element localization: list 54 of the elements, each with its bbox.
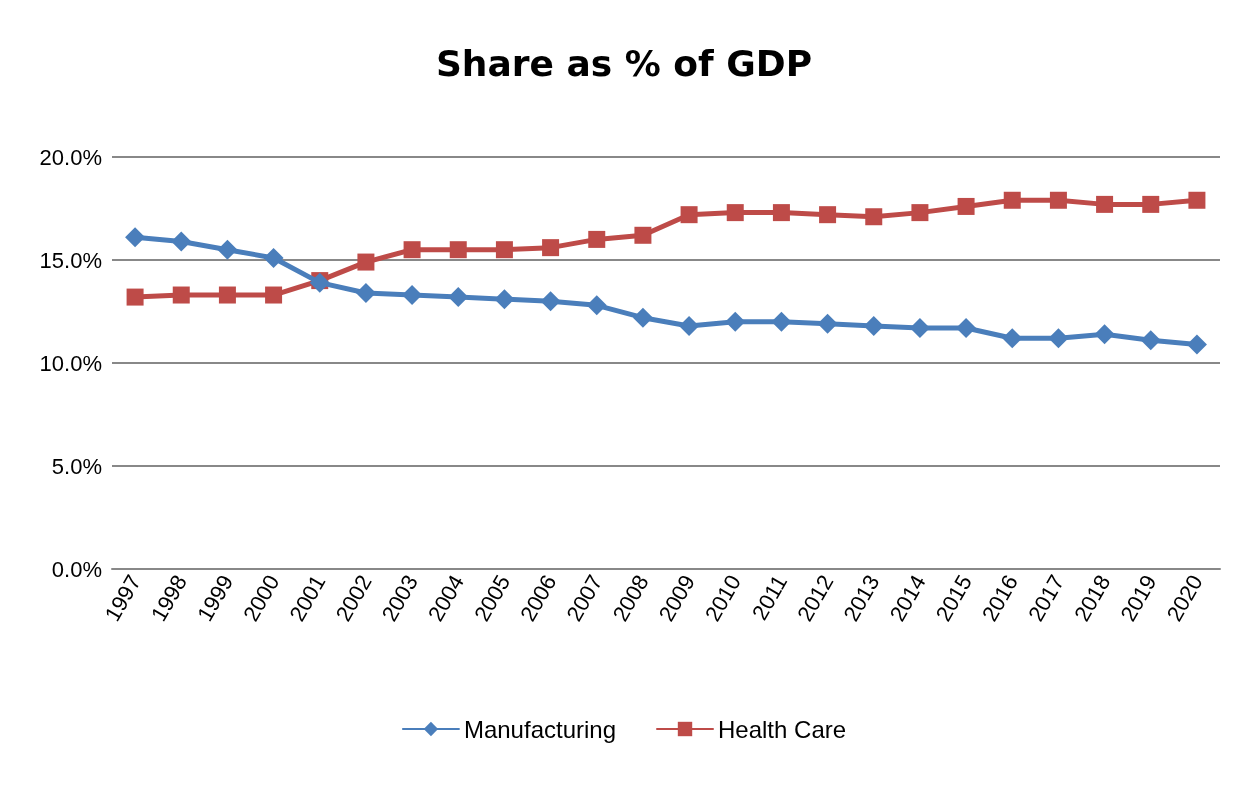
chart-title: Share as % of GDP (435, 42, 813, 84)
point (1049, 191, 1067, 209)
point (495, 241, 513, 259)
point (586, 295, 607, 316)
y-tick-label: 20.0% (39, 144, 102, 170)
point (494, 289, 515, 310)
point (725, 311, 746, 332)
point (542, 239, 560, 257)
point (449, 241, 467, 259)
point (819, 206, 837, 224)
point (1188, 191, 1206, 209)
point (218, 286, 236, 304)
point (679, 315, 700, 336)
legend-label: Manufacturing (463, 715, 617, 743)
y-tick-label: 10.0% (39, 350, 102, 376)
point (957, 197, 975, 215)
point (172, 286, 190, 304)
point (126, 288, 144, 306)
point (263, 247, 284, 268)
point (403, 241, 421, 259)
point (863, 315, 884, 336)
point (634, 226, 652, 244)
point (1094, 324, 1115, 345)
point (1048, 328, 1069, 349)
point (125, 227, 146, 248)
point (1142, 195, 1160, 213)
point (355, 282, 376, 303)
y-tick-label: 15.0% (39, 247, 102, 273)
point (1002, 328, 1023, 349)
point (588, 230, 606, 248)
point (171, 231, 192, 252)
point (1186, 334, 1207, 355)
point (680, 206, 698, 224)
point (772, 204, 790, 222)
point (1003, 191, 1021, 209)
point (865, 208, 883, 226)
point (771, 311, 792, 332)
y-tick-label: 0.0% (51, 556, 102, 582)
point (911, 204, 929, 222)
point (909, 317, 930, 338)
legend-label: Health Care (718, 715, 847, 743)
point (448, 287, 469, 308)
point (956, 317, 977, 338)
point (726, 204, 744, 222)
point (265, 286, 283, 304)
point (357, 253, 375, 271)
point (1140, 330, 1161, 351)
point (217, 239, 238, 260)
point (632, 307, 653, 328)
y-tick-label: 5.0% (51, 453, 102, 479)
point (402, 285, 423, 306)
point (817, 313, 838, 334)
point (1096, 195, 1114, 213)
point (540, 291, 561, 312)
